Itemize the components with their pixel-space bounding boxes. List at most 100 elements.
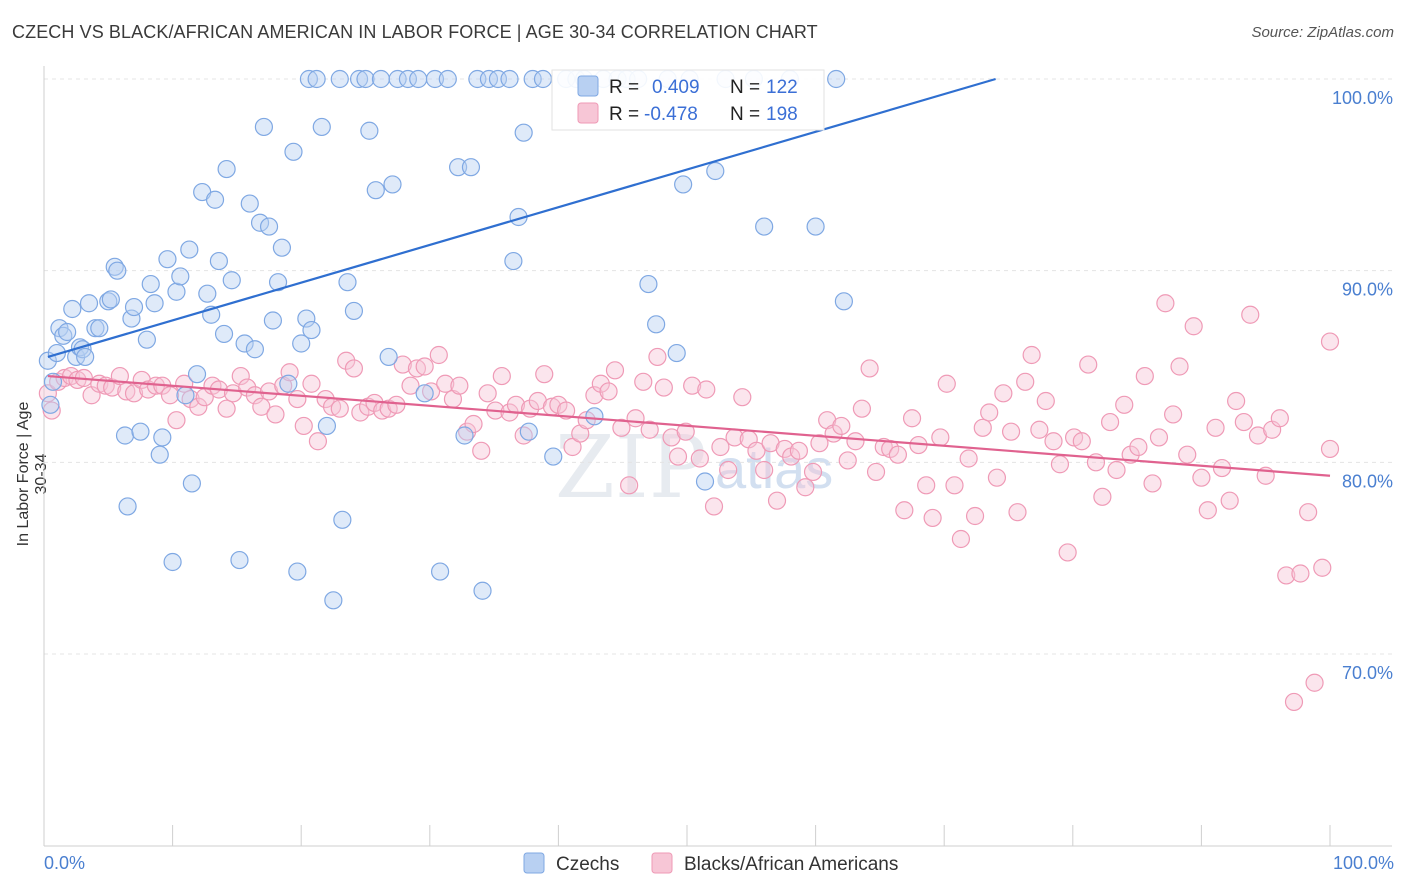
point-blacks-145 xyxy=(1058,543,1077,562)
point-blacks-33 xyxy=(266,405,285,424)
y-tick-label-0: 100.0% xyxy=(1332,88,1393,108)
point-blacks-99 xyxy=(733,388,752,407)
point-czechs-6 xyxy=(58,322,77,342)
point-blacks-79 xyxy=(591,374,610,393)
point-czechs-46 xyxy=(235,334,254,353)
bottom-legend-swatch-czechs xyxy=(523,852,545,874)
point-blacks-26 xyxy=(217,399,236,418)
point-czechs-7 xyxy=(63,299,82,319)
point-blacks-38 xyxy=(302,374,321,393)
point-blacks-18 xyxy=(160,386,180,405)
point-blacks-65 xyxy=(492,366,511,386)
point-blacks-55 xyxy=(421,382,441,401)
point-czechs-67 xyxy=(333,510,352,529)
point-blacks-166 xyxy=(1206,418,1225,437)
point-blacks-31 xyxy=(252,397,271,416)
point-czechs-75 xyxy=(379,347,398,367)
point-blacks-148 xyxy=(1079,355,1098,374)
point-czechs-49 xyxy=(250,213,270,232)
point-blacks-144 xyxy=(1050,455,1070,474)
point-blacks-142 xyxy=(1036,391,1055,411)
point-blacks-159 xyxy=(1156,294,1175,313)
point-blacks-137 xyxy=(1001,422,1021,441)
watermark: ZIP atlas xyxy=(555,418,833,518)
point-blacks-63 xyxy=(478,384,497,403)
point-blacks-117 xyxy=(860,359,879,378)
point-czechs-111 xyxy=(674,175,693,194)
legend-r-label-czechs: R = xyxy=(609,77,639,98)
bottom-legend-label-czechs: Czechs xyxy=(556,854,619,875)
point-czechs-32 xyxy=(171,267,190,286)
point-blacks-177 xyxy=(1284,692,1304,712)
point-czechs-81 xyxy=(425,69,445,89)
point-blacks-175 xyxy=(1270,409,1289,428)
point-czechs-20 xyxy=(118,497,137,516)
point-blacks-92 xyxy=(683,376,702,395)
legend-swatch-blacks xyxy=(577,102,599,124)
point-czechs-16 xyxy=(101,290,120,309)
point-blacks-131 xyxy=(959,449,978,468)
point-blacks-160 xyxy=(1164,405,1183,424)
point-czechs-120 xyxy=(827,69,846,89)
point-blacks-93 xyxy=(690,449,709,468)
point-czechs-56 xyxy=(284,142,303,161)
x-tick-label-left: 0.0% xyxy=(44,853,85,873)
legend-n-label-blacks: N = xyxy=(730,104,760,125)
point-blacks-165 xyxy=(1198,501,1217,520)
point-blacks-130 xyxy=(951,529,971,549)
point-czechs-28 xyxy=(153,428,172,447)
point-czechs-76 xyxy=(383,175,402,194)
point-czechs-85 xyxy=(455,426,474,445)
point-czechs-98 xyxy=(544,447,563,466)
point-czechs-21 xyxy=(122,309,141,328)
point-czechs-77 xyxy=(388,69,407,89)
point-blacks-169 xyxy=(1227,391,1246,411)
legend-r-label-blacks: R = xyxy=(609,104,639,125)
point-blacks-86 xyxy=(640,420,659,439)
point-czechs-121 xyxy=(834,292,853,311)
point-czechs-80 xyxy=(415,384,434,403)
point-czechs-95 xyxy=(519,422,538,441)
point-blacks-37 xyxy=(294,416,313,436)
point-blacks-180 xyxy=(1305,673,1324,692)
point-czechs-14 xyxy=(90,319,109,338)
point-blacks-161 xyxy=(1170,357,1189,376)
point-blacks-94 xyxy=(697,380,716,399)
point-czechs-114 xyxy=(706,161,725,181)
point-blacks-138 xyxy=(1008,503,1027,522)
point-blacks-116 xyxy=(852,399,871,418)
point-blacks-150 xyxy=(1093,487,1112,506)
point-blacks-59 xyxy=(450,376,469,395)
point-blacks-57 xyxy=(436,374,455,393)
point-czechs-52 xyxy=(263,311,283,330)
point-czechs-23 xyxy=(131,422,150,441)
point-czechs-57 xyxy=(288,562,307,581)
point-blacks-71 xyxy=(535,365,554,384)
point-czechs-86 xyxy=(461,158,481,177)
point-czechs-97 xyxy=(533,69,553,89)
point-blacks-96 xyxy=(711,437,730,457)
bottom-legend: Czechs Blacks/African Americans xyxy=(523,852,898,875)
point-blacks-134 xyxy=(980,403,999,422)
legend-r-value-blacks: -0.478 xyxy=(644,104,698,125)
point-czechs-65 xyxy=(324,591,343,610)
point-blacks-83 xyxy=(620,476,639,495)
point-czechs-47 xyxy=(240,194,259,213)
point-blacks-119 xyxy=(874,437,893,457)
point-czechs-43 xyxy=(217,159,236,179)
point-czechs-60 xyxy=(299,69,319,89)
point-blacks-36 xyxy=(288,389,307,409)
point-czechs-18 xyxy=(108,261,127,280)
point-czechs-91 xyxy=(500,69,519,89)
point-czechs-58 xyxy=(292,334,311,353)
point-czechs-82 xyxy=(430,562,450,581)
point-blacks-62 xyxy=(472,441,491,460)
point-czechs-45 xyxy=(230,550,249,570)
point-blacks-52 xyxy=(401,376,420,395)
point-blacks-147 xyxy=(1072,432,1091,451)
point-blacks-97 xyxy=(719,460,738,480)
point-czechs-92 xyxy=(504,251,523,271)
point-blacks-156 xyxy=(1135,366,1154,386)
point-czechs-66 xyxy=(330,69,349,89)
point-czechs-84 xyxy=(448,158,468,177)
